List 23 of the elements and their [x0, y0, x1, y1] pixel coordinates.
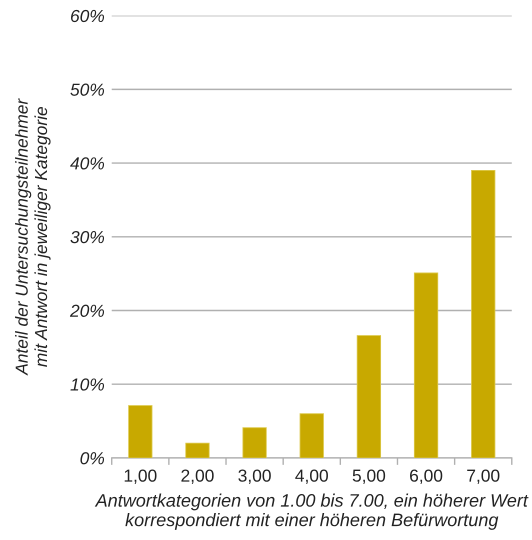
y-tick-label: 10%	[70, 378, 104, 391]
y-tick-label: 30%	[70, 230, 104, 244]
y-tick-label: 60%	[71, 10, 104, 22]
bar	[185, 442, 210, 458]
y-axis-title: Anteil der Untersuchungsteilnehmer mit Antwort in jeweiliger Kategorie	[15, 98, 51, 376]
x-tick-label: 6,00	[410, 469, 442, 484]
x-tick-label: 5,00	[352, 469, 386, 484]
y-tick-label: 40%	[70, 157, 104, 170]
x-axis-title: Antwortkategorien von 1.00 bis 7.00, ein höherer Wert korrespondiert mit einer höheren Befürwortung	[94, 494, 529, 530]
y-tick-label: 20%	[70, 304, 104, 317]
bar	[128, 405, 152, 458]
x-tick-label: 2,00	[181, 469, 214, 484]
bar	[356, 335, 382, 458]
y-tick-label: 50%	[70, 84, 104, 96]
bar	[300, 413, 324, 458]
x-tick-label: 7,00	[467, 469, 500, 484]
x-tick-label: 4,00	[295, 469, 328, 484]
y-tick-label: 0%	[80, 452, 104, 464]
x-tick-label: 1,00	[124, 469, 157, 484]
bar	[471, 170, 496, 458]
x-tick-label: 3,00	[238, 469, 271, 484]
bar	[242, 427, 267, 458]
bar	[414, 272, 438, 458]
